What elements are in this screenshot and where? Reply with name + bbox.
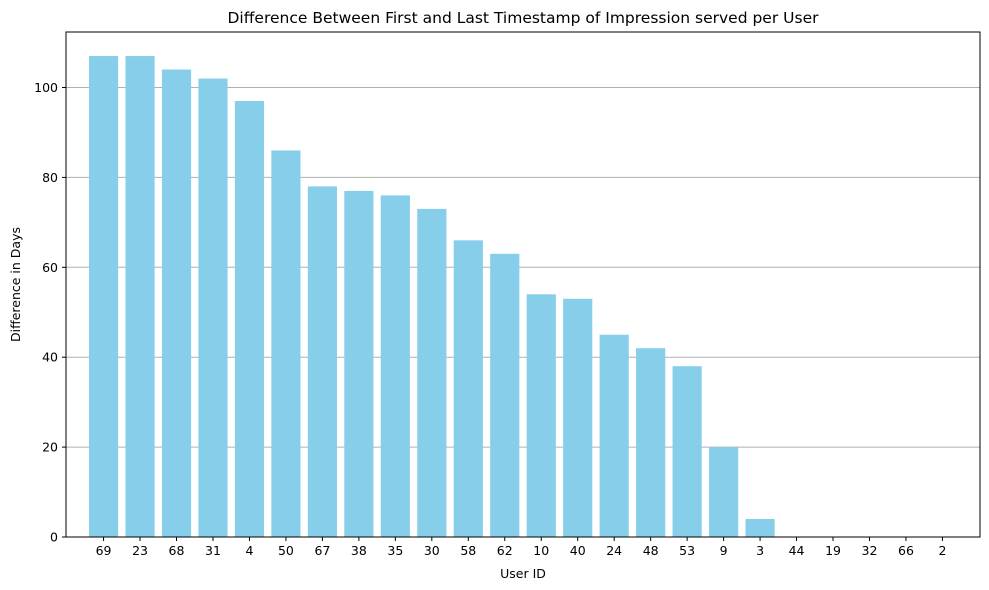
x-tick-label: 2	[938, 543, 946, 558]
x-tick-label: 44	[789, 543, 805, 558]
bar	[417, 208, 447, 538]
y-tick-label: 40	[42, 350, 58, 365]
bar	[307, 186, 337, 537]
bar	[198, 78, 228, 537]
x-tick-label: 68	[169, 543, 185, 558]
bar	[88, 56, 119, 538]
bar	[599, 334, 629, 537]
bar	[380, 195, 410, 537]
bar	[344, 190, 374, 537]
x-tick-label: 69	[96, 543, 112, 558]
x-tick-label: 53	[679, 543, 695, 558]
bar	[234, 100, 265, 538]
x-tick-label: 4	[245, 543, 253, 558]
bar	[672, 366, 702, 537]
y-tick-label: 60	[42, 260, 58, 275]
bar	[490, 253, 520, 537]
bar	[161, 69, 192, 538]
x-tick-label: 66	[898, 543, 914, 558]
y-axis-ticks: 0 20 40 60 80 100	[34, 80, 66, 545]
x-tick-label: 62	[497, 543, 513, 558]
bar	[125, 56, 155, 538]
x-tick-label: 19	[825, 543, 841, 558]
bar	[526, 294, 556, 537]
bar	[745, 519, 775, 537]
x-tick-label: 40	[570, 543, 586, 558]
bar	[271, 150, 301, 538]
x-tick-label: 67	[314, 543, 330, 558]
x-tick-label: 38	[351, 543, 367, 558]
y-tick-label: 0	[50, 530, 58, 545]
x-axis-ticks: 69 23 68 31 4 50 67 38 35 30 58 62 10 40 24 48 53 9 3 44 19 3…	[96, 537, 946, 558]
plot-frame	[65, 31, 981, 538]
y-tick-label: 100	[34, 80, 58, 95]
x-tick-label: 35	[387, 543, 403, 558]
bar	[563, 298, 593, 537]
x-tick-label: 3	[756, 543, 764, 558]
chart-title: Difference Between First and Last Timest…	[228, 9, 820, 27]
x-tick-label: 48	[643, 543, 659, 558]
bars	[88, 56, 775, 538]
x-tick-label: 24	[606, 543, 622, 558]
bar	[709, 447, 739, 537]
x-tick-label: 30	[424, 543, 440, 558]
y-axis-label: Difference in Days	[8, 227, 23, 342]
y-tick-label: 20	[42, 440, 58, 455]
bar	[636, 348, 666, 537]
x-tick-label: 32	[862, 543, 878, 558]
x-axis-label: User ID	[500, 566, 546, 581]
x-tick-label: 31	[205, 543, 221, 558]
x-tick-label: 9	[720, 543, 728, 558]
x-tick-label: 58	[460, 543, 476, 558]
bar	[453, 240, 483, 538]
x-tick-label: 50	[278, 543, 294, 558]
x-tick-label: 10	[533, 543, 549, 558]
y-tick-label: 80	[42, 170, 58, 185]
x-tick-label: 23	[132, 543, 148, 558]
